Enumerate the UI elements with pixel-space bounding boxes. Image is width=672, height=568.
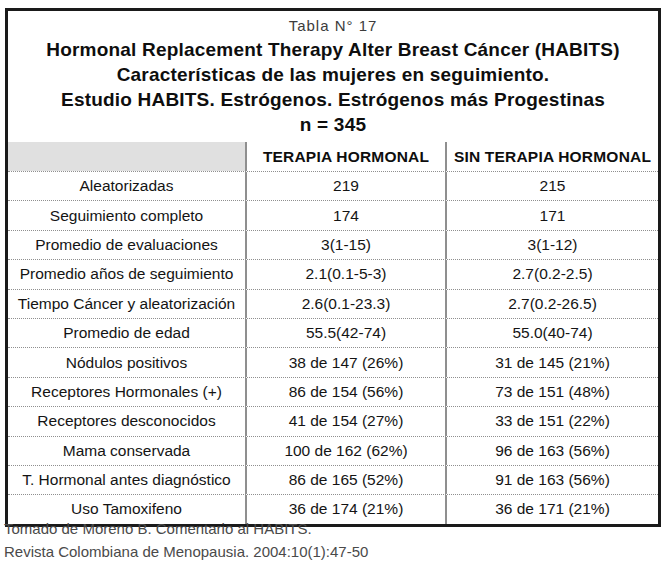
row-label: Promedio de evaluaciones: [8, 231, 245, 259]
table-row: Nódulos positivos 38 de 147 (26%) 31 de …: [8, 347, 658, 376]
header-terapia-hormonal: TERAPIA HORMONAL: [245, 142, 445, 171]
row-label: Mama conservada: [8, 437, 245, 465]
table-row: Tiempo Cáncer y aleatorización 2.6(0.1-2…: [8, 289, 658, 318]
terapia-value: 2.6(0.1-23.3): [245, 290, 445, 318]
row-label: Nódulos positivos: [8, 348, 245, 376]
citation-line-1: Tomado de Moreno B. Comentario al HABITS…: [4, 518, 368, 541]
sin-terapia-value: 215: [445, 172, 658, 200]
sin-terapia-value: 33 de 151 (22%): [445, 407, 658, 435]
table-row: Promedio de edad 55.5(42-74) 55.0(40-74): [8, 318, 658, 347]
row-label: Receptores Hormonales (+): [8, 378, 245, 406]
citation-line-2: Revista Colombiana de Menopausia. 2004:1…: [4, 541, 368, 564]
terapia-value: 2.1(0.1-5-3): [245, 260, 445, 288]
row-label: Tiempo Cáncer y aleatorización: [8, 290, 245, 318]
title-line-1: Hormonal Replacement Therapy Alter Breas…: [14, 37, 652, 62]
sin-terapia-value: 73 de 151 (48%): [445, 378, 658, 406]
row-label: Seguimiento completo: [8, 201, 245, 229]
table-row: Receptores desconocidos 41 de 154 (27%) …: [8, 406, 658, 435]
row-label: Promedio años de seguimiento: [8, 260, 245, 288]
page: Tabla N° 17 Hormonal Replacement Therapy…: [0, 0, 672, 568]
sin-terapia-value: 31 de 145 (21%): [445, 348, 658, 376]
sin-terapia-value: 2.7(0.2-2.5): [445, 260, 658, 288]
row-label: T. Hormonal antes diagnóstico: [8, 466, 245, 494]
header-sin-terapia-hormonal: SIN TERAPIA HORMONAL: [445, 142, 658, 171]
table-frame: Tabla N° 17 Hormonal Replacement Therapy…: [5, 8, 661, 527]
header-empty-cell: [8, 142, 245, 171]
table-row: Promedio años de seguimiento 2.1(0.1-5-3…: [8, 259, 658, 288]
sin-terapia-value: 96 de 163 (56%): [445, 437, 658, 465]
table-header-row: TERAPIA HORMONAL SIN TERAPIA HORMONAL: [8, 142, 658, 171]
table-number-label: Tabla N° 17: [14, 17, 652, 34]
terapia-value: 41 de 154 (27%): [245, 407, 445, 435]
row-label: Aleatorizadas: [8, 172, 245, 200]
table-row: Aleatorizadas 219 215: [8, 171, 658, 200]
data-table: TERAPIA HORMONAL SIN TERAPIA HORMONAL Al…: [8, 142, 658, 524]
sin-terapia-value: 55.0(40-74): [445, 319, 658, 347]
title-line-2: Características de las mujeres en seguim…: [14, 62, 652, 87]
sin-terapia-value: 91 de 163 (56%): [445, 466, 658, 494]
sin-terapia-value: 3(1-12): [445, 231, 658, 259]
table-row: Receptores Hormonales (+) 86 de 154 (56%…: [8, 377, 658, 406]
sin-terapia-value: 2.7(0.2-26.5): [445, 290, 658, 318]
terapia-value: 55.5(42-74): [245, 319, 445, 347]
title-line-3: Estudio HABITS. Estrógenos. Estrógenos m…: [14, 87, 652, 112]
terapia-value: 86 de 165 (52%): [245, 466, 445, 494]
row-label: Receptores desconocidos: [8, 407, 245, 435]
title-block: Tabla N° 17 Hormonal Replacement Therapy…: [8, 11, 658, 142]
terapia-value: 38 de 147 (26%): [245, 348, 445, 376]
sample-size-label: n = 345: [14, 112, 652, 137]
citation-footer: Tomado de Moreno B. Comentario al HABITS…: [4, 518, 368, 563]
table-row: Mama conservada 100 de 162 (62%) 96 de 1…: [8, 436, 658, 465]
sin-terapia-value: 36 de 171 (21%): [445, 495, 658, 523]
row-label: Promedio de edad: [8, 319, 245, 347]
table-row: Seguimiento completo 174 171: [8, 200, 658, 229]
table-row: Promedio de evaluaciones 3(1-15) 3(1-12): [8, 230, 658, 259]
terapia-value: 3(1-15): [245, 231, 445, 259]
terapia-value: 100 de 162 (62%): [245, 437, 445, 465]
sin-terapia-value: 171: [445, 201, 658, 229]
terapia-value: 174: [245, 201, 445, 229]
terapia-value: 86 de 154 (56%): [245, 378, 445, 406]
terapia-value: 219: [245, 172, 445, 200]
table-row: T. Hormonal antes diagnóstico 86 de 165 …: [8, 465, 658, 494]
